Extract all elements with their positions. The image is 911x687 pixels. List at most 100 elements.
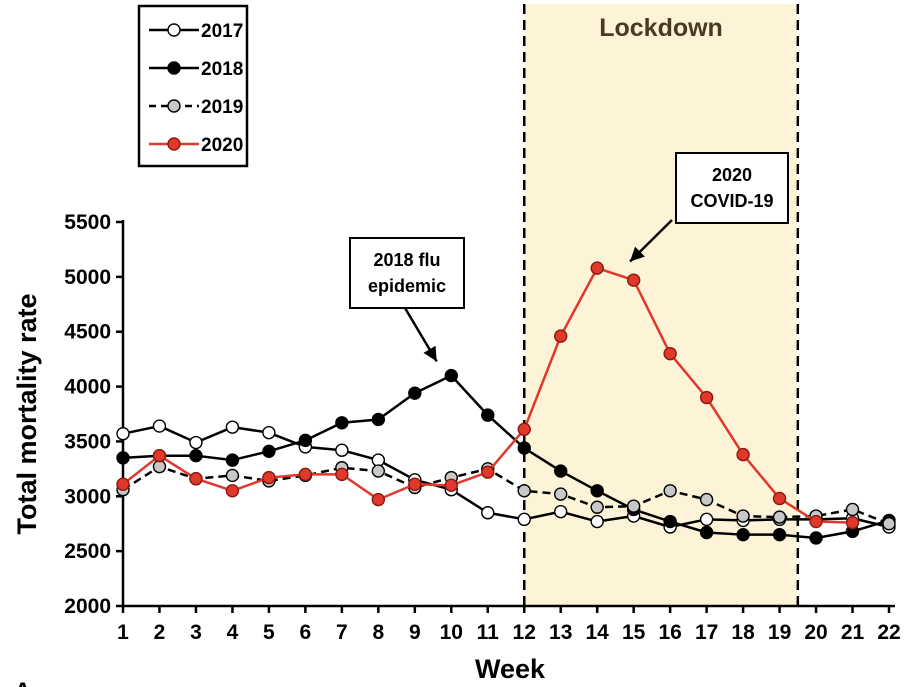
point-2019-week-18 bbox=[736, 509, 750, 523]
x-tick-label: 14 bbox=[586, 621, 610, 644]
panel-label: A bbox=[14, 678, 31, 687]
point-2020-week-13 bbox=[554, 329, 568, 343]
point-2018-week-7 bbox=[335, 416, 349, 430]
annotation-layer: 2018 flu epidemic 2020 COVID-19 bbox=[349, 152, 789, 362]
point-2017-week-1 bbox=[116, 427, 130, 441]
point-2020-week-14 bbox=[590, 261, 604, 275]
point-2017-week-8 bbox=[371, 453, 386, 467]
point-2019-week-13 bbox=[554, 487, 568, 501]
series-layer bbox=[116, 261, 896, 545]
point-2018-week-11 bbox=[481, 408, 495, 422]
legend-swatch-marker bbox=[167, 137, 181, 151]
point-2018-week-19 bbox=[772, 527, 787, 542]
y-tick-label: 5000 bbox=[64, 266, 111, 289]
x-tick-label: 12 bbox=[513, 621, 536, 644]
point-2019-week-21 bbox=[845, 502, 860, 517]
x-tick-label: 22 bbox=[877, 621, 900, 644]
series-2020 bbox=[116, 261, 860, 530]
point-2019-week-22 bbox=[882, 517, 896, 531]
x-tick-label: 7 bbox=[336, 621, 348, 644]
x-tick-label: 21 bbox=[841, 621, 865, 644]
y-tick-label: 4000 bbox=[64, 376, 111, 399]
point-2019-week-16 bbox=[663, 484, 677, 498]
legend-label: 2017 bbox=[201, 21, 243, 42]
point-2020-week-17 bbox=[699, 390, 714, 405]
point-2020-week-4 bbox=[225, 484, 240, 498]
annotation-text: 2020 bbox=[712, 165, 752, 185]
annotation-text: 2018 flu bbox=[373, 250, 440, 270]
point-2020-week-18 bbox=[736, 447, 750, 462]
point-2018-week-4 bbox=[225, 453, 240, 467]
series-2018 bbox=[116, 368, 896, 545]
point-2020-week-3 bbox=[189, 472, 203, 486]
point-2018-week-12 bbox=[517, 441, 531, 455]
point-2020-week-5 bbox=[262, 470, 276, 485]
x-tick-label: 10 bbox=[440, 621, 463, 644]
series-line-2017 bbox=[122, 424, 890, 529]
point-2017-week-17 bbox=[699, 512, 714, 527]
x-tick-label: 3 bbox=[190, 621, 202, 644]
x-tick-label: 2 bbox=[154, 621, 166, 644]
x-tick-label: 6 bbox=[300, 621, 312, 644]
point-2019-week-4 bbox=[225, 468, 240, 483]
legend-label: 2020 bbox=[201, 135, 243, 156]
point-2017-week-12 bbox=[517, 512, 531, 527]
point-2018-week-13 bbox=[554, 464, 568, 478]
point-2020-week-21 bbox=[845, 515, 860, 530]
legend-entry-2019: 2019 bbox=[149, 97, 243, 118]
point-2020-week-7 bbox=[335, 467, 349, 482]
y-tick-label: 5500 bbox=[64, 211, 111, 234]
legend-swatch-marker bbox=[167, 61, 181, 75]
point-2020-week-6 bbox=[298, 467, 313, 482]
point-2019-week-14 bbox=[590, 500, 604, 514]
point-2018-week-18 bbox=[736, 527, 750, 542]
point-2019-week-19 bbox=[772, 510, 787, 524]
annotation-2: 2020 COVID-19 bbox=[629, 152, 789, 263]
point-2020-week-12 bbox=[517, 422, 531, 437]
point-2017-week-4 bbox=[225, 420, 240, 434]
point-2020-week-15 bbox=[626, 273, 641, 287]
x-tick-label: 18 bbox=[731, 621, 755, 644]
x-tick-label: 20 bbox=[804, 621, 827, 644]
series-line-2019 bbox=[122, 465, 890, 525]
point-2020-week-8 bbox=[371, 492, 386, 507]
x-tick-label: 9 bbox=[409, 621, 421, 644]
point-2020-week-9 bbox=[408, 477, 422, 491]
point-2019-week-2 bbox=[152, 459, 167, 474]
point-2018-week-20 bbox=[809, 531, 823, 545]
point-2019-week-15 bbox=[626, 499, 641, 513]
point-2017-week-11 bbox=[481, 506, 495, 520]
lockdown-label: Lockdown bbox=[599, 14, 723, 42]
x-tick-label: 5 bbox=[263, 621, 275, 644]
y-tick-label: 3500 bbox=[64, 430, 111, 453]
point-2018-week-9 bbox=[408, 386, 422, 400]
legend-entry-2017: 2017 bbox=[149, 21, 243, 42]
legend-entry-2018: 2018 bbox=[149, 59, 243, 80]
legend-label: 2019 bbox=[201, 97, 243, 118]
point-2017-week-2 bbox=[152, 419, 167, 433]
annotation-text: COVID-19 bbox=[690, 191, 773, 211]
point-2018-week-17 bbox=[699, 525, 714, 540]
y-axis-title: Total mortality rate bbox=[12, 293, 42, 534]
point-2018-week-6 bbox=[298, 433, 313, 448]
x-tick-label: 17 bbox=[695, 621, 718, 644]
y-tick-label: 4500 bbox=[64, 321, 111, 344]
point-2017-week-14 bbox=[590, 514, 604, 529]
point-2018-week-10 bbox=[444, 368, 458, 383]
y-tick-label: 2500 bbox=[64, 540, 111, 563]
x-tick-label: 15 bbox=[622, 621, 646, 644]
annotation-box bbox=[675, 152, 789, 224]
legend-swatch-marker bbox=[167, 23, 181, 37]
point-2018-week-5 bbox=[262, 444, 276, 459]
annotation-box bbox=[349, 237, 465, 309]
legend: 2017 2018 2019 2020 bbox=[137, 4, 249, 168]
annotation-arrowhead bbox=[630, 246, 645, 262]
x-tick-label: 1 bbox=[117, 621, 129, 644]
point-2020-week-1 bbox=[116, 477, 130, 491]
point-2018-week-16 bbox=[663, 514, 677, 529]
point-2017-week-3 bbox=[189, 435, 203, 450]
point-2020-week-2 bbox=[152, 448, 167, 463]
x-tick-label: 13 bbox=[549, 621, 572, 644]
